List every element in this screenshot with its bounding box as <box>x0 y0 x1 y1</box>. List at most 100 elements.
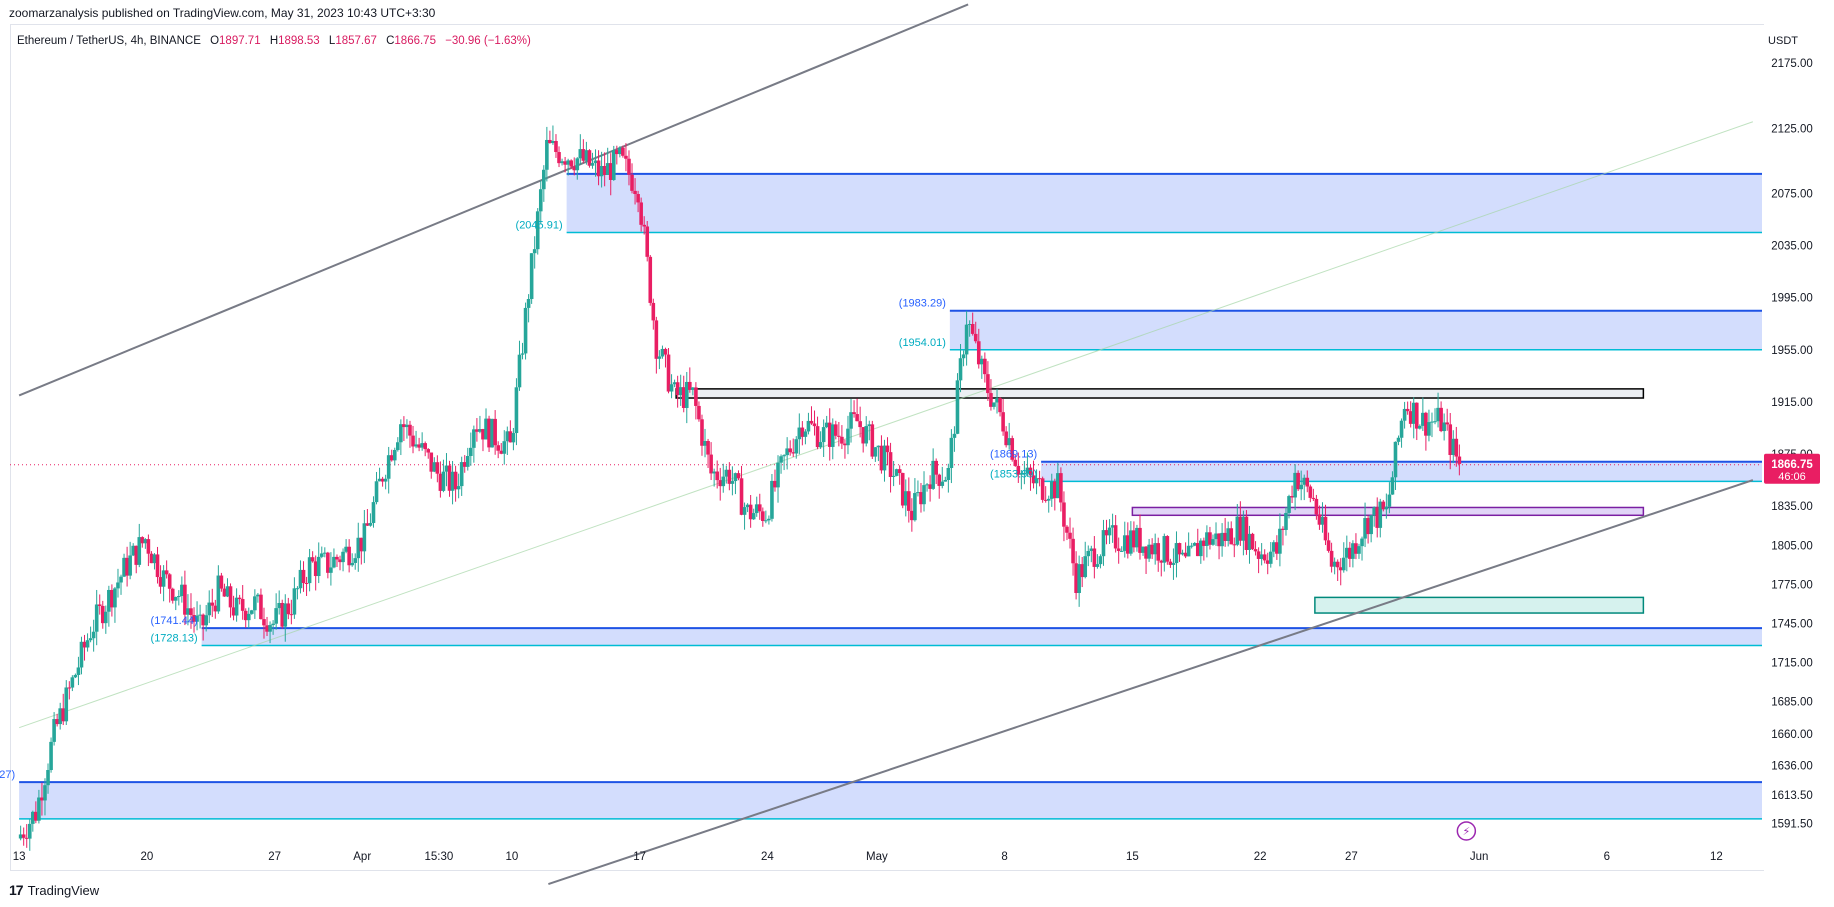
candle-body <box>885 445 890 453</box>
zone-label-bottom-0: (2045.91) <box>516 220 563 232</box>
candle-body <box>365 523 370 526</box>
candle-body <box>70 677 75 688</box>
candle-body <box>791 452 796 454</box>
candle-body <box>55 719 59 725</box>
x-tick-0: 13 <box>13 851 26 863</box>
candle-body <box>949 437 954 469</box>
candle-body <box>627 158 631 175</box>
candle-body <box>277 602 281 609</box>
candle-body <box>256 594 260 597</box>
candle-body <box>745 504 750 508</box>
close-value: 1866.75 <box>394 35 436 47</box>
chart-area[interactable] <box>10 24 1764 871</box>
candle-body <box>955 380 960 434</box>
candle-body <box>535 211 540 250</box>
candle-body <box>198 614 202 616</box>
candle-body <box>827 422 832 447</box>
candle-body <box>861 427 865 444</box>
candle-body <box>1332 561 1337 567</box>
candle-body <box>1281 528 1285 530</box>
candle-body <box>1418 425 1422 429</box>
candle-body <box>958 358 963 381</box>
candle-body <box>1305 477 1310 487</box>
candle-body <box>724 469 729 477</box>
candle-body <box>1162 536 1167 563</box>
candle-body <box>253 596 257 611</box>
candle-body <box>788 448 792 453</box>
candle-body <box>1405 408 1410 412</box>
candle-body <box>243 610 248 621</box>
candle-body <box>216 575 221 612</box>
candle-body <box>465 455 470 467</box>
candle-body <box>727 469 732 484</box>
candle-body <box>514 387 519 434</box>
candle-body <box>846 428 850 446</box>
candle-body <box>867 424 872 427</box>
candle-body <box>161 570 166 587</box>
candle-body <box>1338 567 1343 571</box>
candle-body <box>1083 556 1088 578</box>
lightning-icon <box>1456 821 1477 841</box>
candle-body <box>1363 518 1367 539</box>
candle-body <box>1186 545 1191 557</box>
candle-body <box>484 418 488 440</box>
candle-body <box>608 163 613 180</box>
candle-body <box>76 667 81 675</box>
candle-body <box>219 575 224 589</box>
candle-body <box>481 429 485 440</box>
candle-body <box>1329 550 1334 567</box>
candle-body <box>681 387 686 408</box>
candle-body <box>1256 551 1261 559</box>
candle-body <box>584 150 589 161</box>
candle-body <box>152 554 157 564</box>
candle-body <box>891 475 896 477</box>
candle-body <box>1046 498 1051 501</box>
candle-body <box>1202 540 1206 546</box>
candle-body <box>94 604 99 632</box>
candle-body <box>1451 438 1456 455</box>
zone-label-top-4: (1623.27) <box>0 769 15 781</box>
y-tick-9: 1805.00 <box>1771 540 1813 552</box>
zone-labels-layer: (2045.91) (1983.29) (1954.01) (1869.13) (185… <box>0 220 1037 782</box>
x-tick-8: May <box>866 851 888 863</box>
candle-body <box>310 557 315 562</box>
candle-body <box>356 537 361 559</box>
candle-body <box>1165 536 1170 562</box>
candle-body <box>776 462 780 488</box>
candle-body <box>694 387 698 406</box>
y-tick-15: 1636.00 <box>1771 761 1813 773</box>
candle-body <box>587 150 592 166</box>
candle-body <box>82 641 87 648</box>
candle-body <box>1253 549 1258 552</box>
candle-body <box>1056 473 1060 499</box>
candle-body <box>532 249 537 254</box>
candle-body <box>347 546 351 566</box>
candle-body <box>459 462 464 487</box>
candle-body <box>876 445 881 448</box>
candle-body <box>1223 532 1227 541</box>
candle-body <box>913 493 917 521</box>
candle-body <box>110 589 114 608</box>
candle-body <box>1445 422 1449 425</box>
candle-body <box>903 491 908 506</box>
candle-body <box>183 584 187 615</box>
box-black-0 <box>675 388 1645 399</box>
candle-body <box>596 160 601 177</box>
candle-body <box>1217 533 1221 547</box>
zone-label-top-1: (1983.29) <box>899 298 946 310</box>
candle-body <box>739 478 744 515</box>
x-tick-1: 20 <box>140 851 153 863</box>
x-tick-14: 6 <box>1604 851 1610 863</box>
candle-body <box>204 615 208 626</box>
candle-body <box>684 381 689 408</box>
candle-body <box>624 155 628 159</box>
candle-body <box>992 402 996 407</box>
candle-body <box>980 358 984 365</box>
candle-body <box>1089 548 1094 551</box>
candle-body <box>1116 548 1121 551</box>
candle-body <box>1053 481 1057 499</box>
time-axis: 13 20 27 Apr 15:30 10 17 24 May 8 15 22 27 Jun 6 12 ⚡ <box>13 821 1723 863</box>
tradingview-brand[interactable]: 17 TradingView <box>9 882 99 898</box>
candle-body <box>1126 535 1130 554</box>
